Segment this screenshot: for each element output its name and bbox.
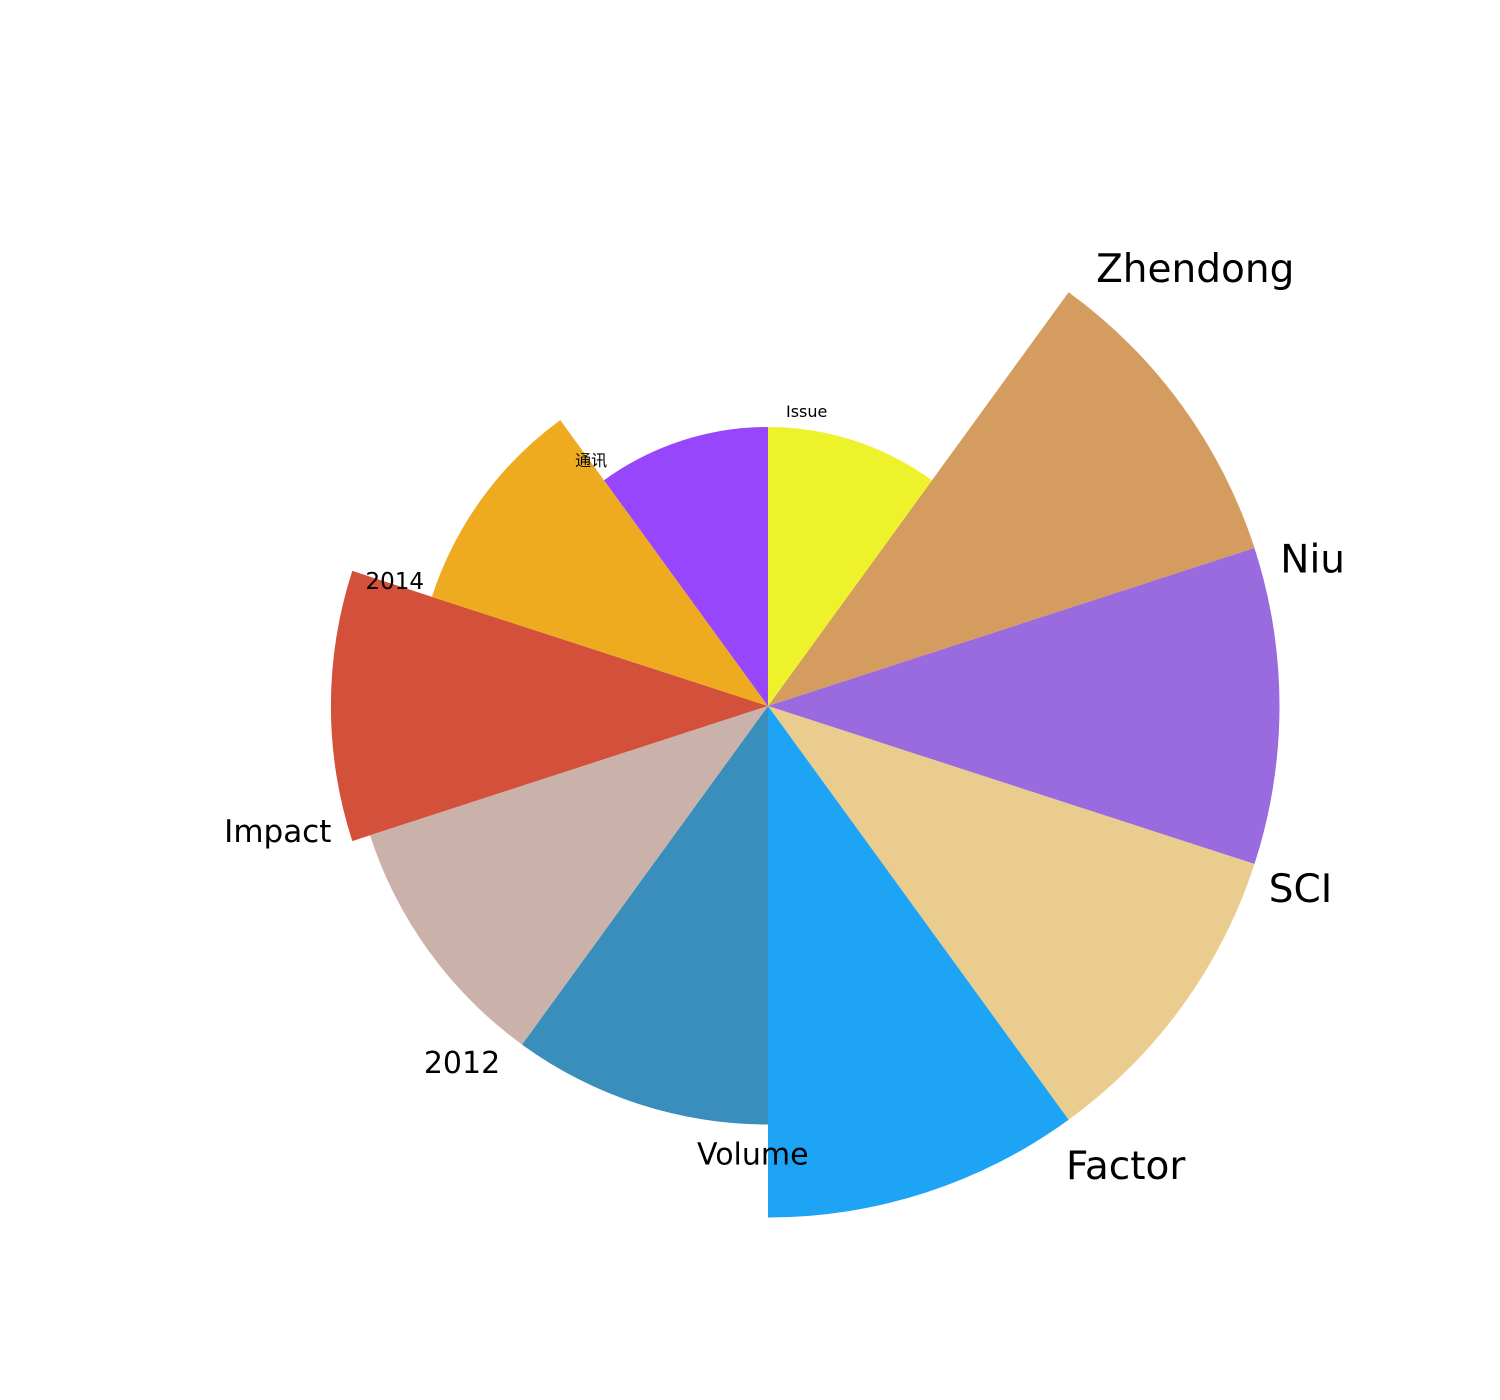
rose-sector-8: [431, 420, 768, 706]
rose-sector-1: [768, 292, 1255, 706]
sector-label-1: Zhendong: [1096, 247, 1294, 292]
sector-label-9: 通讯: [575, 451, 607, 470]
sector-label-7: Impact: [224, 814, 331, 850]
rose-sector-5: [522, 706, 768, 1125]
sector-label-8: 2014: [365, 569, 424, 595]
sector-label-4: Factor: [1066, 1144, 1186, 1189]
sector-label-0: Issue: [786, 402, 827, 421]
rose-sector-7: [330, 570, 768, 842]
sector-label-2: Niu: [1280, 538, 1345, 583]
sector-label-5: Volume: [697, 1138, 809, 1173]
rose-sector-2: [768, 547, 1280, 865]
rose-sector-3: [768, 706, 1255, 1120]
rose-sector-0: [768, 427, 932, 706]
sector-label-3: SCI: [1269, 867, 1333, 912]
rose-sector-9: [604, 427, 768, 706]
rose-sector-4: [768, 706, 1069, 1218]
rose-sector-6: [369, 706, 768, 1045]
sector-label-6: 2012: [424, 1046, 500, 1081]
